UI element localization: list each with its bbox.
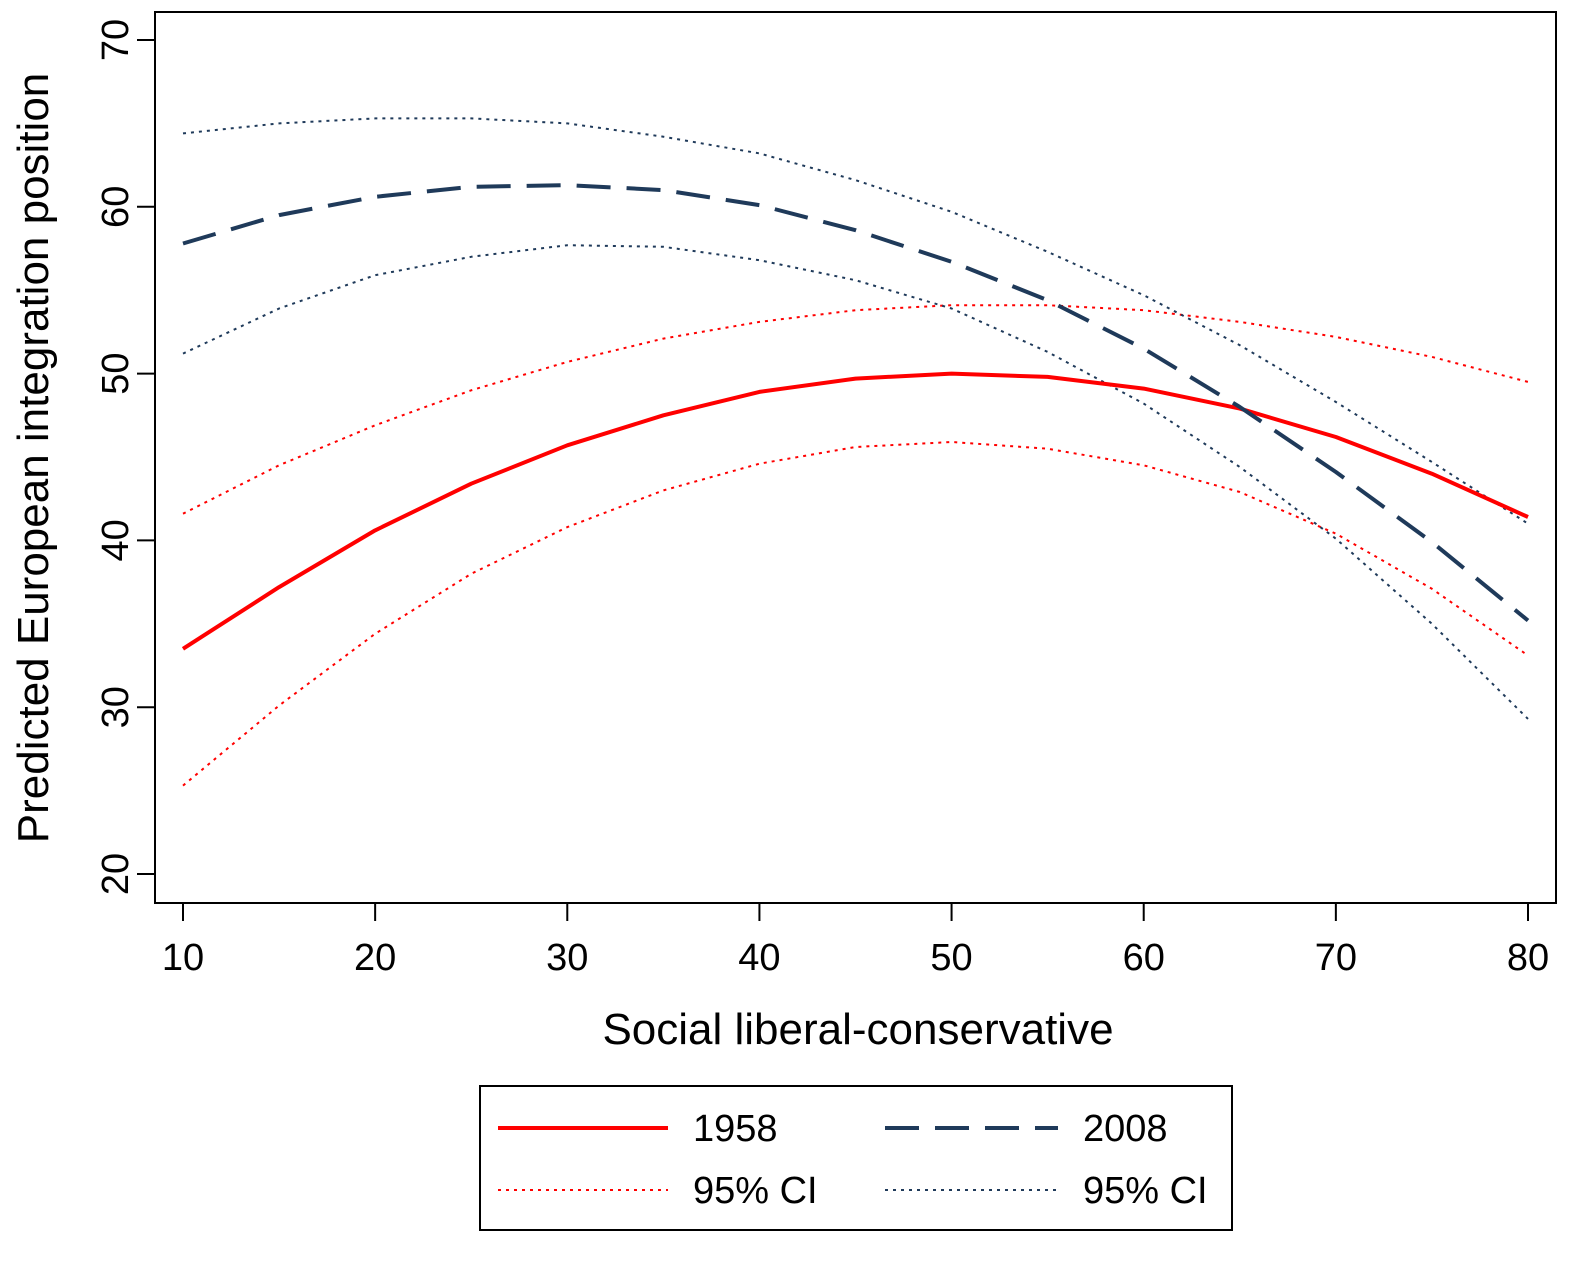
y-tick-label: 30: [95, 686, 137, 728]
legend-label: 1958: [693, 1108, 778, 1150]
series-line-1-dashed: [182, 183, 1530, 623]
plot-frame: [154, 11, 1557, 904]
legend-box: [479, 1085, 1233, 1231]
x-axis: 10 20 30 40 50 60 70 80: [162, 903, 1549, 979]
x-tick-label: 70: [1315, 937, 1357, 979]
y-tick-label: 70: [95, 19, 137, 61]
legend-label: 95% CI: [1083, 1170, 1208, 1212]
legend-label: 2008: [1083, 1108, 1168, 1150]
x-tick-label: 50: [930, 937, 972, 979]
legend: 1958 2008 95% CI 95% CI: [479, 1085, 1233, 1231]
legend-label: 95% CI: [693, 1170, 818, 1212]
series-layer: [181, 117, 1530, 787]
x-tick-label: 20: [354, 937, 396, 979]
y-tick-label: 60: [95, 186, 137, 228]
y-tick-label: 50: [95, 352, 137, 394]
x-tick-label: 80: [1507, 937, 1549, 979]
series-line-2-dotted: [182, 441, 1529, 787]
series-line-4-dotted: [182, 244, 1529, 720]
y-axis-title: Predicted European integration position: [9, 73, 58, 844]
y-tick-label: 40: [95, 519, 137, 561]
x-tick-label: 60: [1123, 937, 1165, 979]
series-line-3-dotted: [182, 304, 1529, 515]
x-tick-label: 10: [162, 937, 204, 979]
x-tick-label: 40: [738, 937, 780, 979]
y-axis: 20 30 40 50 60 70: [95, 19, 155, 895]
x-tick-label: 30: [546, 937, 588, 979]
x-axis-title: Social liberal-conservative: [602, 1005, 1113, 1054]
series-line-0-solid: [181, 371, 1529, 651]
series-line-5-dotted: [182, 117, 1529, 525]
y-tick-label: 20: [95, 853, 137, 895]
